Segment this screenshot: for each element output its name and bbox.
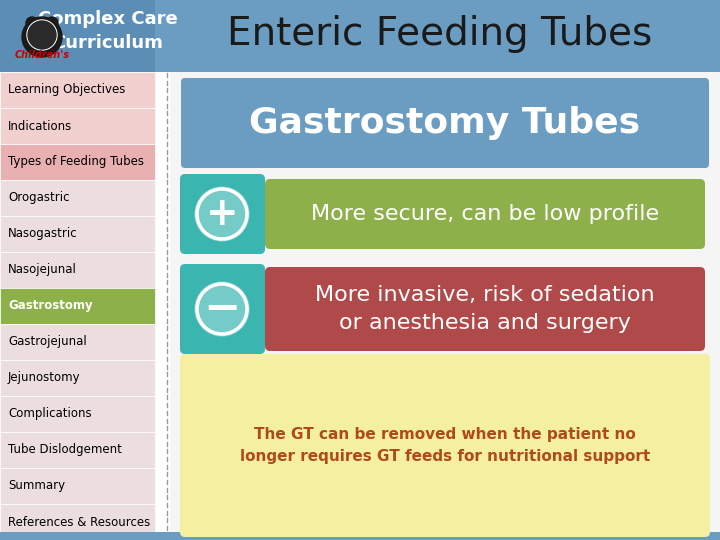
FancyBboxPatch shape xyxy=(180,174,265,254)
Circle shape xyxy=(27,20,57,50)
FancyBboxPatch shape xyxy=(0,0,155,72)
FancyBboxPatch shape xyxy=(180,354,710,537)
Text: Complications: Complications xyxy=(8,408,91,421)
FancyBboxPatch shape xyxy=(0,0,720,72)
Text: Gastrojejunal: Gastrojejunal xyxy=(8,335,86,348)
FancyBboxPatch shape xyxy=(0,324,155,360)
Text: Summary: Summary xyxy=(8,480,65,492)
Text: Gastrostomy Tubes: Gastrostomy Tubes xyxy=(249,106,641,140)
Text: −: − xyxy=(203,287,240,330)
FancyBboxPatch shape xyxy=(0,288,155,324)
FancyBboxPatch shape xyxy=(0,504,155,540)
Circle shape xyxy=(26,17,38,29)
FancyBboxPatch shape xyxy=(0,532,720,540)
Text: Indications: Indications xyxy=(8,119,72,132)
FancyBboxPatch shape xyxy=(0,396,155,432)
FancyBboxPatch shape xyxy=(0,108,155,144)
Text: +: + xyxy=(206,195,238,233)
FancyBboxPatch shape xyxy=(265,267,705,351)
FancyBboxPatch shape xyxy=(0,144,155,180)
Text: More secure, can be low profile: More secure, can be low profile xyxy=(311,204,659,224)
Text: Nasojejunal: Nasojejunal xyxy=(8,264,77,276)
FancyBboxPatch shape xyxy=(0,468,155,504)
Circle shape xyxy=(28,21,56,49)
FancyBboxPatch shape xyxy=(0,432,155,468)
Circle shape xyxy=(195,187,249,241)
Text: The GT can be removed when the patient no
longer requires GT feeds for nutrition: The GT can be removed when the patient n… xyxy=(240,427,650,464)
Text: Tube Dislodgement: Tube Dislodgement xyxy=(8,443,122,456)
Text: References & Resources: References & Resources xyxy=(8,516,150,529)
Text: Complex Care
Curriculum: Complex Care Curriculum xyxy=(38,10,178,52)
Text: More invasive, risk of sedation
or anesthesia and surgery: More invasive, risk of sedation or anest… xyxy=(315,285,654,333)
Text: Types of Feeding Tubes: Types of Feeding Tubes xyxy=(8,156,144,168)
FancyBboxPatch shape xyxy=(0,360,155,396)
Text: Learning Objectives: Learning Objectives xyxy=(8,84,125,97)
FancyBboxPatch shape xyxy=(0,72,155,108)
Circle shape xyxy=(22,17,62,57)
Circle shape xyxy=(195,282,249,336)
FancyBboxPatch shape xyxy=(181,78,709,168)
FancyBboxPatch shape xyxy=(0,216,155,252)
FancyBboxPatch shape xyxy=(180,264,265,354)
Text: Orogastric: Orogastric xyxy=(8,192,70,205)
FancyBboxPatch shape xyxy=(0,180,155,216)
Text: Enteric Feeding Tubes: Enteric Feeding Tubes xyxy=(228,15,652,53)
Text: Gastrostomy: Gastrostomy xyxy=(8,300,93,313)
FancyBboxPatch shape xyxy=(0,252,155,288)
FancyBboxPatch shape xyxy=(170,72,720,540)
Text: Jejunostomy: Jejunostomy xyxy=(8,372,81,384)
FancyBboxPatch shape xyxy=(265,179,705,249)
Text: Children's: Children's xyxy=(14,50,70,60)
Text: Nasogastric: Nasogastric xyxy=(8,227,78,240)
Circle shape xyxy=(46,17,58,29)
